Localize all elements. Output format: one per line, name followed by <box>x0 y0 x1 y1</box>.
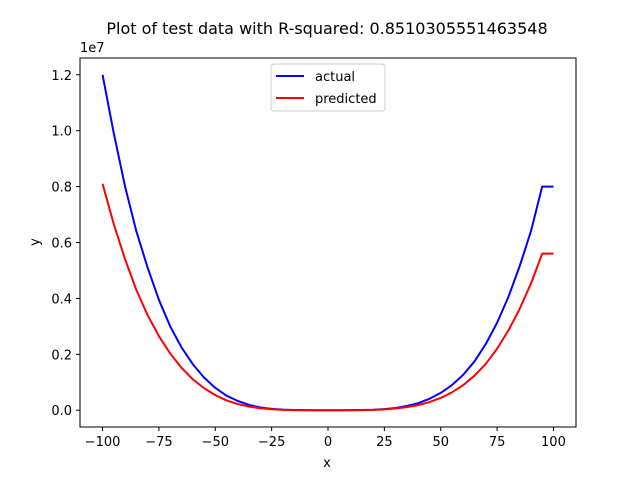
x-axis-label: x <box>323 456 331 471</box>
series-lines <box>101 74 554 412</box>
y-scale-label: 1e7 <box>80 41 105 56</box>
plot-area-frame <box>79 57 577 428</box>
x-tick-label: −25 <box>258 435 285 450</box>
x-tick-label: −100 <box>85 435 121 450</box>
x-tick-label: 0 <box>324 435 332 450</box>
chart-title: Plot of test data with R-squared: 0.8510… <box>106 19 547 38</box>
x-tick-label: 75 <box>489 435 506 450</box>
y-tick-label: 0.2 <box>51 348 72 363</box>
x-tick-label: 100 <box>541 435 566 450</box>
x-tick-label: 50 <box>432 435 449 450</box>
series-line-predicted <box>101 183 554 412</box>
y-tick-label: 0.6 <box>51 237 72 252</box>
y-tick-label: 1.2 <box>51 69 72 84</box>
legend-label-predicted: predicted <box>315 92 377 107</box>
y-axis-label: y <box>28 238 43 246</box>
axis-ticks: −100 −75 −50 −25 0 25 50 75 100 0.0 0.2 0.4 0.6 0.8 1.… <box>51 69 566 450</box>
legend-label-actual: actual <box>315 70 355 85</box>
y-tick-label: 0.8 <box>51 181 72 196</box>
y-tick-label: 1.0 <box>51 125 72 140</box>
y-tick-label: 0.4 <box>51 292 72 307</box>
x-tick-label: −50 <box>202 435 229 450</box>
legend: actual predicted <box>270 63 386 112</box>
x-tick-label: −75 <box>145 435 172 450</box>
x-tick-label: 25 <box>376 435 393 450</box>
y-tick-label: 0.0 <box>51 404 72 419</box>
